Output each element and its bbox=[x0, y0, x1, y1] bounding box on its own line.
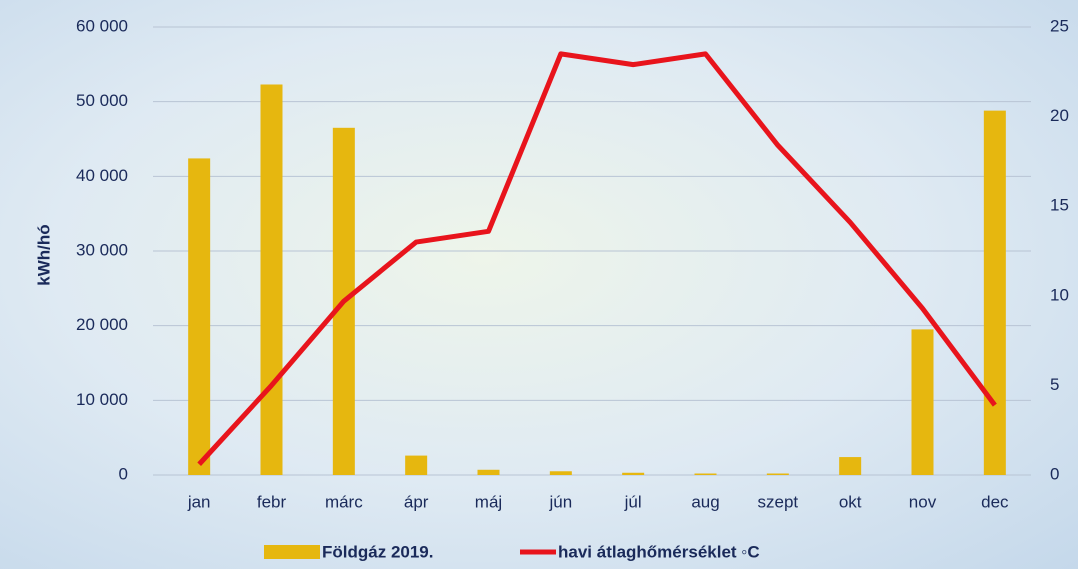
y-tick-label: 20 000 bbox=[76, 315, 128, 334]
y-axis-label: kWh/hó bbox=[34, 224, 53, 285]
y2-tick-label: 5 bbox=[1050, 375, 1059, 394]
y-tick-label: 10 000 bbox=[76, 390, 128, 409]
bar bbox=[767, 474, 789, 475]
bar bbox=[984, 111, 1006, 475]
bar bbox=[839, 457, 861, 475]
y2-tick-label: 25 bbox=[1050, 16, 1069, 35]
legend-label: Földgáz 2019. bbox=[322, 542, 433, 561]
y-tick-label: 0 bbox=[119, 464, 128, 483]
y2-tick-label: 15 bbox=[1050, 196, 1069, 215]
bar bbox=[695, 474, 717, 475]
x-tick-label: aug bbox=[691, 492, 719, 511]
x-tick-label: jan bbox=[187, 492, 211, 511]
x-tick-label: febr bbox=[257, 492, 287, 511]
bar bbox=[912, 329, 934, 475]
bar bbox=[478, 470, 500, 475]
y-tick-label: 60 000 bbox=[76, 16, 128, 35]
x-tick-label: ápr bbox=[404, 492, 429, 511]
x-tick-label: máj bbox=[475, 492, 502, 511]
x-tick-label: márc bbox=[325, 492, 363, 511]
bar bbox=[622, 473, 644, 475]
y2-tick-label: 20 bbox=[1050, 106, 1069, 125]
bar bbox=[261, 84, 283, 475]
bar bbox=[550, 471, 572, 475]
bar bbox=[188, 158, 210, 475]
y-tick-label: 50 000 bbox=[76, 91, 128, 110]
y2-tick-label: 0 bbox=[1050, 464, 1059, 483]
chart: kWh/hó 0 10 000 20 000 30 000 40 000 50 000 60… bbox=[0, 0, 1078, 569]
legend-swatch bbox=[264, 545, 320, 559]
x-tick-label: nov bbox=[909, 492, 937, 511]
x-tick-label: okt bbox=[839, 492, 862, 511]
bar bbox=[405, 456, 427, 475]
y-tick-label: 30 000 bbox=[76, 240, 128, 259]
x-tick-label: jún bbox=[548, 492, 572, 511]
background bbox=[0, 0, 1078, 569]
y2-tick-label: 10 bbox=[1050, 285, 1069, 304]
x-tick-label: júl bbox=[624, 492, 642, 511]
y-tick-label: 40 000 bbox=[76, 166, 128, 185]
legend-label: havi átlaghőmérséklet ◦C bbox=[558, 542, 760, 561]
x-tick-label: dec bbox=[981, 492, 1009, 511]
x-tick-label: szept bbox=[758, 492, 799, 511]
